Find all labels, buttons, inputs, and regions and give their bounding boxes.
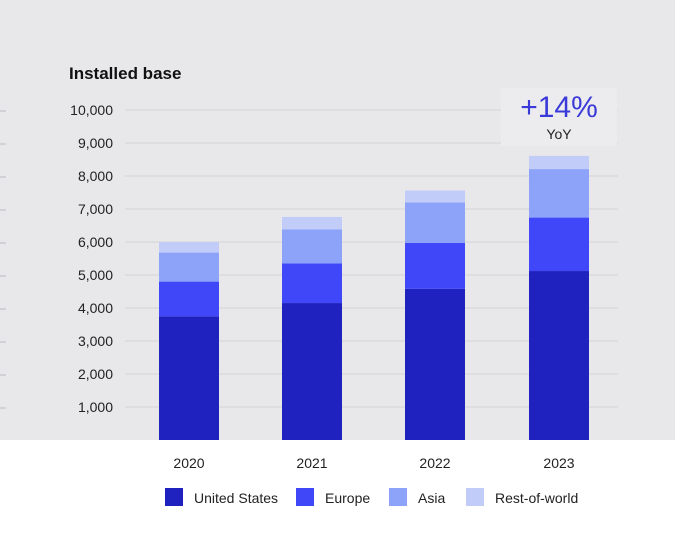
yoy-value: +14% [520,91,598,124]
y-tick-label: 5,000 [78,267,113,283]
bar-segment-rest-of-world-2021 [282,216,342,230]
x-tick-label: 2022 [419,455,450,471]
bar-segment-asia-2023 [529,169,589,218]
legend-swatch [165,488,183,506]
chart-title: Installed base [69,64,182,83]
y-tick-label: 2,000 [78,366,113,382]
yoy-callout: +14% YoY [501,88,617,146]
y-tick-label: 4,000 [78,300,113,316]
legend-swatch [389,488,407,506]
y-tick-label: 1,000 [78,399,113,415]
bar-segment-europe-2023 [529,217,589,272]
bar-segment-asia-2022 [405,202,465,243]
y-tick-label: 3,000 [78,333,113,349]
legend-label: Rest-of-world [495,490,579,506]
y-tick-label: 6,000 [78,234,113,250]
yoy-label: YoY [546,126,572,142]
bar-segment-united-states-2023 [529,271,589,440]
bar-segment-asia-2020 [159,252,219,282]
bar-segment-europe-2022 [405,242,465,289]
bar-segment-europe-2020 [159,281,219,317]
bar-segment-united-states-2021 [282,303,342,440]
bar-segment-rest-of-world-2022 [405,190,465,203]
bar-segment-asia-2021 [282,229,342,264]
y-tick-label: 10,000 [70,102,113,118]
y-tick-label: 9,000 [78,135,113,151]
x-tick-label: 2020 [173,455,204,471]
bar-segment-europe-2021 [282,263,342,304]
legend-swatch [466,488,484,506]
x-tick-label: 2023 [543,455,574,471]
x-tick-label: 2021 [296,455,327,471]
legend-swatch [296,488,314,506]
y-tick-label: 7,000 [78,201,113,217]
legend-label: Asia [418,490,446,506]
bar-segment-united-states-2020 [159,316,219,440]
bar-segment-rest-of-world-2020 [159,242,219,253]
legend-label: Europe [325,490,371,506]
bar-segment-united-states-2022 [405,288,465,440]
legend-label: United States [194,490,279,506]
bar-segment-rest-of-world-2023 [529,155,589,170]
y-tick-label: 8,000 [78,168,113,184]
